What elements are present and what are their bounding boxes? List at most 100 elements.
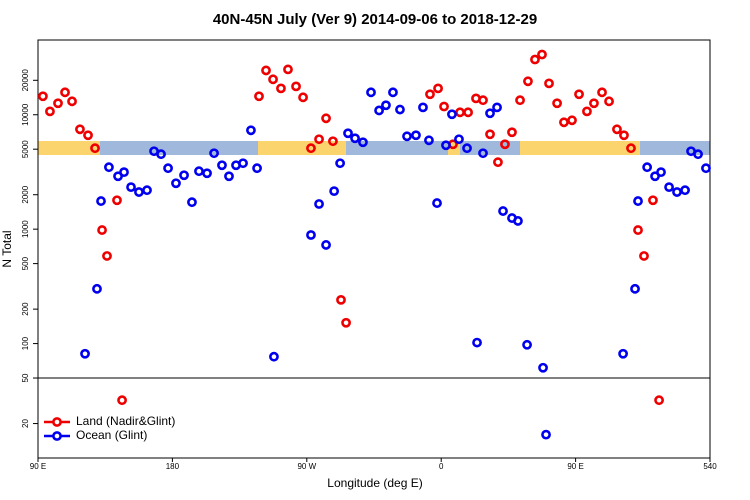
point [515, 95, 525, 106]
point [530, 54, 540, 65]
point [432, 198, 442, 208]
point [306, 143, 316, 154]
point [343, 128, 353, 139]
point [335, 158, 346, 169]
point [597, 87, 607, 98]
point [513, 216, 523, 226]
x-tick-label: 540 [703, 462, 717, 471]
point [425, 89, 435, 100]
point [462, 143, 472, 154]
point [217, 160, 227, 171]
y-tick-label: 500 [21, 256, 30, 270]
point [314, 134, 324, 145]
ocean-band [346, 141, 448, 155]
point [283, 64, 293, 75]
point [53, 98, 63, 109]
point [567, 115, 577, 126]
y-tick-label: 5000 [21, 140, 30, 158]
point [538, 362, 548, 373]
point [630, 283, 640, 294]
point [626, 143, 636, 154]
point [672, 187, 682, 197]
series [80, 87, 711, 440]
point [268, 74, 278, 85]
y-tick-label: 200 [21, 302, 30, 316]
point [276, 83, 286, 94]
point [314, 199, 324, 209]
point [493, 157, 503, 168]
point [633, 225, 643, 235]
point [454, 134, 464, 145]
point [45, 106, 55, 117]
legend-marker [52, 417, 62, 427]
point [142, 185, 152, 196]
point [441, 140, 451, 151]
legend-label: Land (Nadir&Glint) [76, 414, 175, 428]
point [523, 76, 533, 87]
chart-title: 40N-45N July (Ver 9) 2014-09-06 to 2018-… [213, 11, 537, 28]
map-band [38, 141, 710, 155]
point [500, 139, 510, 150]
point [134, 187, 144, 197]
y-tick-label: 100 [21, 336, 30, 350]
point [472, 337, 482, 348]
point [418, 102, 428, 113]
legend-marker [52, 431, 62, 441]
ocean-band [640, 141, 710, 155]
point [478, 148, 488, 159]
point [67, 96, 77, 107]
point [254, 91, 264, 102]
point [328, 136, 338, 147]
point [90, 143, 100, 154]
point [366, 87, 376, 98]
y-tick-label: 10000 [21, 103, 30, 126]
point [83, 130, 93, 141]
y-tick-label: 20 [21, 419, 30, 428]
ocean-band [460, 141, 520, 155]
x-tick-label: 90 W [297, 462, 316, 471]
point [117, 395, 127, 406]
point [102, 251, 112, 261]
point [463, 107, 473, 118]
point [336, 294, 346, 305]
point [261, 65, 271, 76]
point [537, 49, 547, 60]
x-tick-label: 0 [439, 462, 444, 471]
point [119, 167, 129, 178]
y-tick-label: 1000 [21, 220, 30, 238]
point [498, 206, 508, 216]
point [306, 230, 316, 240]
point [341, 317, 351, 328]
point [664, 182, 674, 193]
point [402, 131, 412, 142]
point [350, 133, 360, 144]
point [246, 125, 256, 136]
point [298, 92, 308, 103]
point [97, 225, 107, 235]
point [80, 348, 90, 359]
point [112, 195, 122, 206]
x-axis-title: Longitude (deg E) [327, 476, 422, 490]
point [654, 395, 664, 406]
x-tick-label: 90 E [567, 462, 583, 471]
point [202, 168, 212, 179]
point [612, 124, 622, 135]
point [522, 339, 532, 350]
point [209, 148, 219, 159]
point [552, 98, 562, 109]
y-tick-label: 50 [21, 373, 30, 382]
point [156, 149, 166, 160]
y-tick-label: 20000 [21, 69, 30, 92]
point [589, 98, 599, 109]
point [381, 100, 391, 111]
land-band [38, 141, 100, 155]
point [179, 170, 189, 181]
point [633, 196, 643, 206]
point [619, 130, 629, 141]
point [618, 348, 628, 359]
point [656, 167, 666, 178]
point [541, 429, 551, 440]
point [321, 113, 331, 124]
point [424, 135, 434, 146]
